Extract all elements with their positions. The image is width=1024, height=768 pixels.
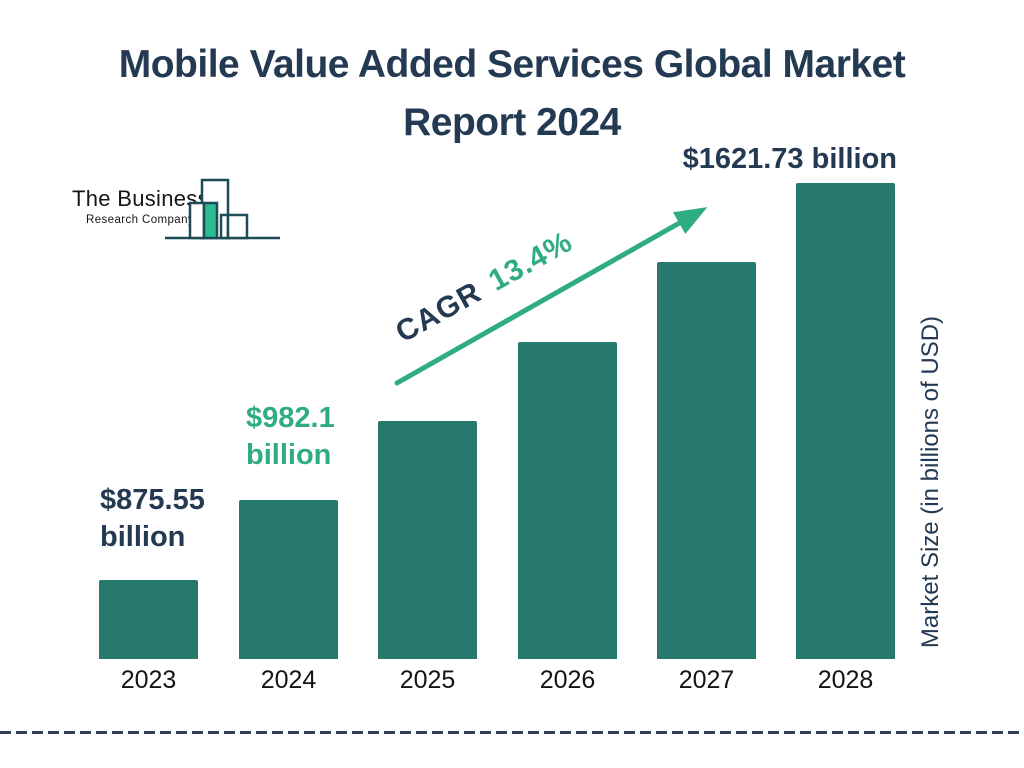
- value-label-2024-line1: $982.1: [246, 402, 335, 434]
- chart-title-line1: Mobile Value Added Services Global Marke…: [118, 43, 906, 86]
- bottom-dashed-divider: [0, 731, 1024, 734]
- x-tick-2025: 2025: [399, 666, 456, 694]
- bar-2026: [518, 342, 617, 659]
- value-label-2028: $1621.73 billion: [682, 143, 897, 175]
- x-tick-2027: 2027: [678, 666, 735, 694]
- value-label-2024-line2: billion: [246, 439, 332, 471]
- chart-title: Mobile Value Added Services Global Marke…: [0, 36, 1024, 152]
- logo-company-subtitle: Research Company: [86, 214, 195, 226]
- bar-2024: [239, 500, 338, 659]
- bar-2023: [99, 580, 198, 659]
- logo-company-name: The Business: [72, 186, 209, 211]
- value-label-2023-line1: $875.55: [100, 484, 205, 516]
- bar-2025: [378, 421, 477, 659]
- value-label-2024: $982.1 billion: [246, 400, 335, 474]
- bar-2027: [657, 262, 756, 659]
- value-label-2023-line2: billion: [100, 521, 186, 553]
- y-axis-label: Market Size (in billions of USD): [917, 315, 944, 649]
- company-logo: The Business Research Company: [70, 174, 300, 260]
- cagr-trend-arrow-icon: [394, 207, 708, 386]
- bar-2028: [796, 183, 895, 659]
- value-label-2023: $875.55 billion: [100, 482, 205, 556]
- x-tick-2023: 2023: [120, 666, 177, 694]
- bar-chart-logo-icon: [165, 178, 280, 240]
- x-tick-2028: 2028: [817, 666, 874, 694]
- chart-title-line2: Report 2024: [403, 101, 621, 144]
- x-tick-2026: 2026: [539, 666, 596, 694]
- x-tick-2024: 2024: [260, 666, 317, 694]
